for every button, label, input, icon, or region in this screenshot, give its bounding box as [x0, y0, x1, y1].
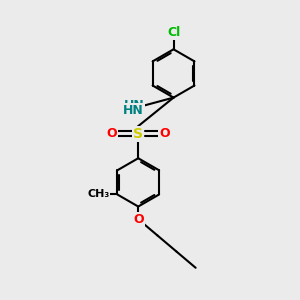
Text: O: O — [106, 127, 117, 140]
Text: HN: HN — [122, 104, 143, 117]
Text: O: O — [133, 213, 143, 226]
Text: CH₃: CH₃ — [87, 190, 109, 200]
Text: HN: HN — [123, 99, 144, 112]
Text: S: S — [133, 127, 143, 141]
Text: O: O — [159, 127, 170, 140]
Text: Cl: Cl — [167, 26, 180, 39]
